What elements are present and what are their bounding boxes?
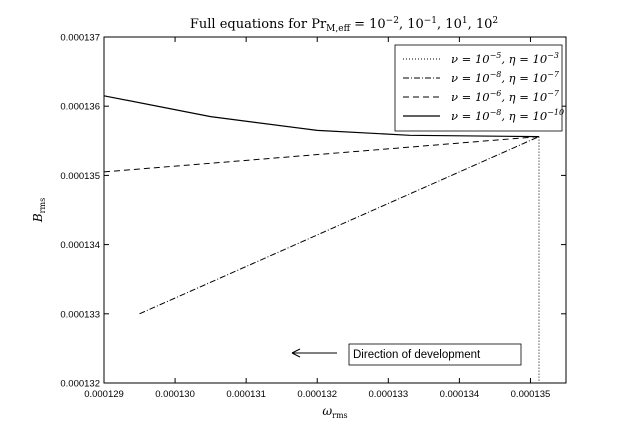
legend-label-4: ν = 10−8, η = 10−10 [451, 108, 564, 123]
y-axis-ticks: 0.000132 0.000133 0.000134 0.000135 0.000136… [60, 33, 566, 390]
x-tick-label: 0.000130 [155, 389, 195, 400]
series-layer [103, 95, 540, 383]
annotation-box [348, 343, 522, 366]
y-tick-label: 0.000135 [60, 171, 100, 182]
series-line-3 [103, 136, 540, 173]
x-tick-label: 0.000133 [368, 389, 408, 400]
annotation-text: Direction of development [353, 349, 481, 361]
y-tick-label: 0.000136 [60, 102, 100, 113]
series-line-4 [103, 95, 540, 138]
x-tick-label: 0.000134 [440, 389, 480, 400]
x-tick-label: 0.000135 [511, 389, 551, 400]
plot-frame [103, 36, 567, 384]
series-line-2 [139, 136, 540, 315]
y-tick-label: 0.000134 [60, 240, 100, 251]
x-tick-label: 0.000129 [84, 389, 124, 400]
direction-arrow-head [291, 348, 301, 358]
y-tick-label: 0.000133 [60, 309, 100, 320]
legend-box [394, 44, 563, 132]
legend-label-1: ν = 10−5, η = 10−3 [451, 51, 559, 66]
x-axis-label: ωrms [322, 404, 347, 420]
x-tick-label: 0.000132 [297, 389, 337, 400]
direction-annotation: Direction of development [291, 343, 522, 366]
legend-label-2: ν = 10−8, η = 10−7 [451, 70, 560, 85]
x-tick-label: 0.000131 [226, 389, 266, 400]
chart-title: Full equations for PrM,eff = 10−2, 10−1,… [190, 16, 498, 34]
y-tick-label: 0.000132 [60, 379, 100, 390]
y-tick-label: 0.000137 [60, 33, 100, 44]
legend: ν = 10−5, η = 10−3 ν = 10−8, η = 10−7 ν = … [394, 44, 564, 132]
legend-label-3: ν = 10−6, η = 10−7 [451, 89, 560, 104]
y-axis-label: Brms [31, 198, 47, 223]
x-axis-ticks: 0.000129 0.000130 0.000131 0.000132 0.000133… [84, 37, 550, 400]
